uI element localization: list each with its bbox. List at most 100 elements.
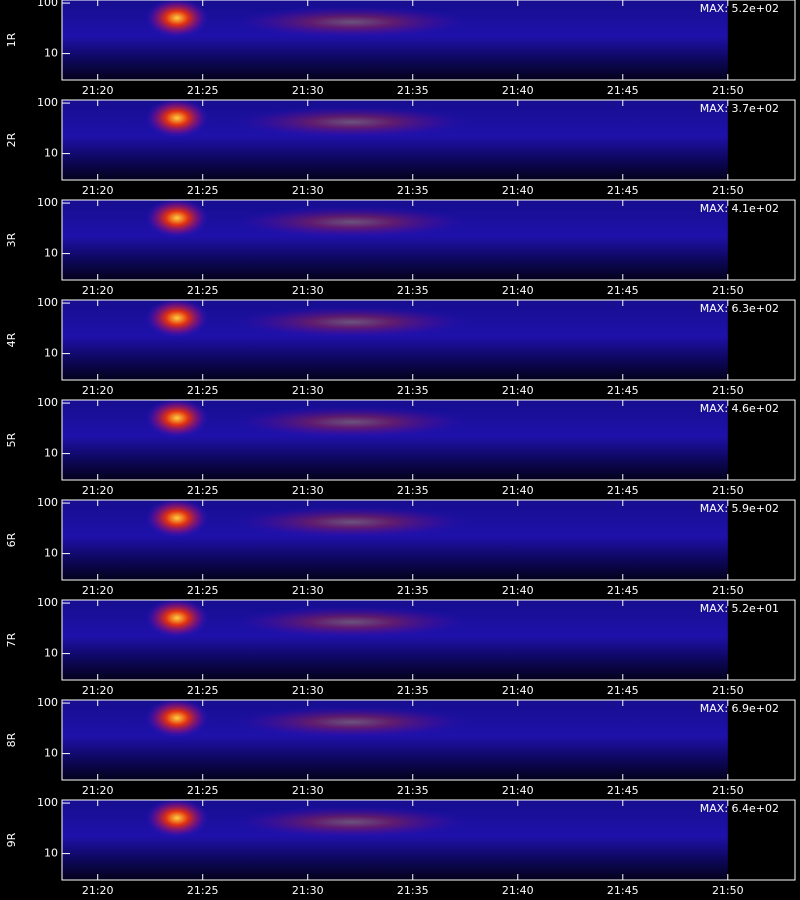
x-tick-label: 21:20 — [82, 184, 114, 197]
max-annotation: MAX: 6.9e+02 — [700, 702, 779, 715]
y-tick-label: 10 — [44, 47, 58, 60]
x-tick-label: 21:45 — [607, 884, 639, 897]
intensity-patch — [232, 706, 472, 738]
intensity-patch — [145, 498, 209, 538]
x-tick-label: 21:30 — [292, 784, 324, 797]
x-tick-label: 21:45 — [607, 584, 639, 597]
x-tick-label: 21:50 — [712, 684, 744, 697]
y-tick-label: 10 — [44, 347, 58, 360]
x-tick-label: 21:25 — [187, 84, 219, 97]
x-tick-label: 21:35 — [397, 184, 429, 197]
y-axis-label: 9R — [5, 832, 18, 847]
y-tick-label: 100 — [37, 596, 58, 609]
y-axis-label: 5R — [5, 432, 18, 447]
y-tick-label: 100 — [37, 396, 58, 409]
x-tick-label: 21:50 — [712, 884, 744, 897]
x-tick-label: 21:20 — [82, 884, 114, 897]
x-tick-label: 21:30 — [292, 384, 324, 397]
x-tick-label: 21:20 — [82, 684, 114, 697]
x-tick-label: 21:25 — [187, 584, 219, 597]
intensity-patch — [232, 806, 472, 838]
x-tick-label: 21:40 — [502, 184, 534, 197]
intensity-patch — [232, 6, 472, 38]
plot-frame — [61, 599, 796, 681]
x-tick-label: 21:40 — [502, 684, 534, 697]
x-tick-label: 21:50 — [712, 184, 744, 197]
x-tick-label: 21:45 — [607, 784, 639, 797]
x-tick-label: 21:25 — [187, 284, 219, 297]
plot-frame — [61, 399, 796, 481]
x-tick-label: 21:45 — [607, 384, 639, 397]
x-tick-label: 21:50 — [712, 84, 744, 97]
y-tick-label: 10 — [44, 547, 58, 560]
intensity-patch — [232, 306, 472, 338]
x-tick-label: 21:25 — [187, 184, 219, 197]
x-tick-label: 21:30 — [292, 684, 324, 697]
y-tick-label: 100 — [37, 496, 58, 509]
intensity-patch — [232, 406, 472, 438]
y-tick-label: 100 — [37, 0, 58, 9]
x-tick-label: 21:45 — [607, 184, 639, 197]
max-annotation: MAX: 6.4e+02 — [700, 802, 779, 815]
y-tick-label: 10 — [44, 847, 58, 860]
x-tick-label: 21:50 — [712, 784, 744, 797]
plot-frame — [61, 799, 796, 881]
y-tick-label: 100 — [37, 96, 58, 109]
x-tick-label: 21:50 — [712, 584, 744, 597]
intensity-patch — [145, 798, 209, 838]
x-tick-label: 21:45 — [607, 484, 639, 497]
max-annotation: MAX: 5.2e+02 — [700, 2, 779, 15]
x-tick-label: 21:30 — [292, 284, 324, 297]
y-axis-label: 7R — [5, 632, 18, 647]
intensity-patch — [145, 598, 209, 638]
max-annotation: MAX: 3.7e+02 — [700, 102, 779, 115]
y-tick-label: 10 — [44, 247, 58, 260]
intensity-patch — [232, 106, 472, 138]
x-tick-label: 21:30 — [292, 584, 324, 597]
x-tick-label: 21:35 — [397, 284, 429, 297]
plot-frame — [61, 99, 796, 181]
x-tick-label: 21:20 — [82, 384, 114, 397]
plot-frame — [61, 199, 796, 281]
x-tick-label: 21:45 — [607, 84, 639, 97]
y-tick-label: 100 — [37, 796, 58, 809]
x-tick-label: 21:20 — [82, 484, 114, 497]
max-annotation: MAX: 4.1e+02 — [700, 202, 779, 215]
x-tick-label: 21:25 — [187, 884, 219, 897]
y-tick-label: 100 — [37, 196, 58, 209]
x-tick-label: 21:45 — [607, 284, 639, 297]
x-tick-label: 21:30 — [292, 184, 324, 197]
x-tick-label: 21:35 — [397, 884, 429, 897]
x-tick-label: 21:25 — [187, 784, 219, 797]
x-tick-label: 21:20 — [82, 84, 114, 97]
y-tick-label: 100 — [37, 696, 58, 709]
y-axis-label: 1R — [5, 32, 18, 47]
x-tick-label: 21:40 — [502, 484, 534, 497]
y-tick-label: 100 — [37, 296, 58, 309]
plot-frame — [61, 499, 796, 581]
y-tick-label: 10 — [44, 647, 58, 660]
intensity-patch — [145, 0, 209, 38]
x-tick-label: 21:35 — [397, 84, 429, 97]
x-tick-label: 21:30 — [292, 84, 324, 97]
x-tick-label: 21:40 — [502, 584, 534, 597]
x-tick-label: 21:40 — [502, 384, 534, 397]
x-tick-label: 21:35 — [397, 784, 429, 797]
plot-frame — [61, 299, 796, 381]
y-tick-label: 10 — [44, 147, 58, 160]
x-tick-label: 21:45 — [607, 684, 639, 697]
intensity-patch — [232, 506, 472, 538]
x-tick-label: 21:35 — [397, 484, 429, 497]
x-tick-label: 21:20 — [82, 284, 114, 297]
x-tick-label: 21:40 — [502, 784, 534, 797]
intensity-patch — [145, 298, 209, 338]
x-tick-label: 21:40 — [502, 884, 534, 897]
x-tick-label: 21:25 — [187, 384, 219, 397]
x-tick-label: 21:30 — [292, 884, 324, 897]
y-axis-label: 8R — [5, 732, 18, 747]
intensity-patch — [145, 198, 209, 238]
intensity-patch — [145, 98, 209, 138]
intensity-patch — [145, 398, 209, 438]
x-tick-label: 21:20 — [82, 584, 114, 597]
